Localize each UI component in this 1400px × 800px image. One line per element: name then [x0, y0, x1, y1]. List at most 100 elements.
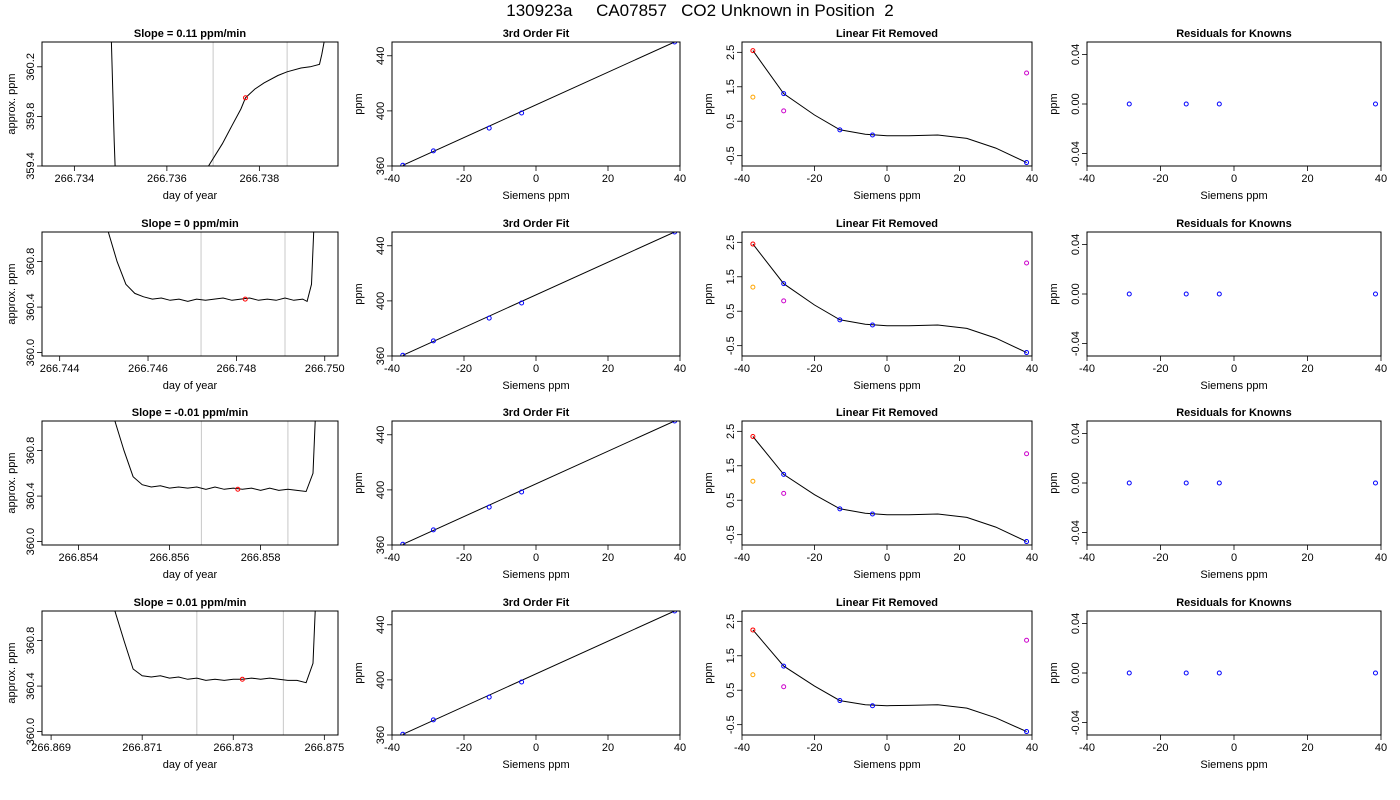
x-axis-label: day of year: [163, 759, 218, 771]
y-tick-label: 0.04: [1070, 613, 1082, 634]
x-tick-label: -20: [807, 742, 823, 754]
y-tick-label: 360: [375, 536, 387, 554]
plot-area: [750, 627, 1030, 735]
chart-panel-r4c4: Residuals for Knowns -40 -20 0 20 40 -0.04 0.00…: [1048, 597, 1387, 771]
mean-point: [243, 95, 248, 101]
y-tick-label: 360.0: [25, 718, 37, 746]
plot-frame: [391, 420, 681, 546]
x-tick-label: 20: [953, 363, 965, 375]
y-axis-label: ppm: [353, 472, 365, 493]
x-tick-label: 0: [1231, 173, 1237, 185]
x-axis-label: day of year: [163, 380, 218, 392]
data-point: [1216, 291, 1222, 297]
y-tick-label: 0.5: [725, 683, 737, 698]
chart-title: Linear Fit Removed: [836, 597, 938, 609]
y-tick-label: 400: [375, 671, 387, 689]
x-tick-label: 20: [953, 742, 965, 754]
chart-panel-r2c4: Residuals for Knowns -40 -20 0 20 40 -0.04 0.00…: [1048, 218, 1387, 392]
y-axis-label: approx. ppm: [6, 452, 18, 513]
x-axis-label: day of year: [163, 569, 218, 581]
page-title: 130923a CA07857 CO2 Unknown in Position …: [506, 1, 894, 20]
data-point: [1183, 101, 1189, 107]
unknown-point: [750, 478, 756, 484]
x-tick-label: 0: [884, 363, 890, 375]
data-point: [1183, 480, 1189, 486]
y-tick-label: 1.5: [725, 458, 737, 473]
y-tick-label: 2.5: [725, 235, 737, 250]
x-tick-label: 266.738: [239, 173, 279, 185]
chart-title: 3rd Order Fit: [503, 28, 570, 40]
data-point: [430, 717, 436, 723]
y-axis-label: ppm: [703, 472, 715, 493]
x-tick-label: 0: [1231, 552, 1237, 564]
mean-point: [239, 676, 245, 682]
plot-frame: [41, 420, 339, 546]
x-tick-label: 40: [1026, 742, 1038, 754]
chart-title: Residuals for Knowns: [1176, 28, 1292, 40]
y-tick-label: 0.04: [1070, 234, 1082, 255]
plot-frame: [391, 231, 681, 357]
unknown-point: [781, 490, 787, 496]
x-tick-label: -40: [384, 552, 400, 564]
plot-area: [110, 42, 325, 166]
chart-panel-r3c1: Slope = -0.01 ppm/min 266.854 266.856 266.8…: [6, 407, 339, 581]
x-tick-label: 20: [1301, 363, 1313, 375]
x-tick-label: -20: [807, 552, 823, 564]
plot-area: [750, 434, 1030, 545]
chart-title: Linear Fit Removed: [836, 407, 938, 419]
x-tick-label: -20: [456, 552, 472, 564]
plot-frame: [741, 420, 1033, 546]
chart-title: 3rd Order Fit: [503, 597, 570, 609]
y-tick-label: 400: [375, 481, 387, 499]
chart-panel-r2c3: Linear Fit Removed -40 -20 0 20 40 -0.5 0.5 1.5 2…: [703, 218, 1038, 392]
chart-panel-r1c1: Slope = 0.11 ppm/min 266.734 266.736 266.73…: [6, 28, 339, 202]
y-tick-label: 360: [375, 347, 387, 365]
plot-area: [750, 48, 1030, 166]
y-tick-label: 359.8: [25, 103, 37, 131]
data-point: [1372, 101, 1378, 107]
plot-frame: [741, 610, 1033, 736]
y-tick-label: -0.5: [725, 525, 737, 544]
fit-curve: [752, 50, 1027, 164]
x-tick-label: 0: [533, 552, 539, 564]
plot-frame: [391, 610, 681, 736]
y-axis-label: ppm: [353, 93, 365, 114]
x-tick-label: -40: [1079, 742, 1095, 754]
data-point: [400, 162, 406, 166]
chart-panel-r1c2: 3rd Order Fit -40 -20 0 20 40 360 400 440 Siemens…: [353, 28, 686, 202]
data-point: [837, 317, 843, 323]
chart-panel-r2c1: Slope = 0 ppm/min 266.744 266.746 266.748 26…: [6, 218, 345, 392]
x-tick-label: 0: [1231, 742, 1237, 754]
data-point: [1024, 160, 1030, 166]
x-tick-label: 266.744: [40, 363, 80, 375]
data-point: [519, 300, 525, 306]
unknown-point: [750, 284, 756, 290]
x-tick-label: 266.869: [31, 742, 71, 754]
x-tick-label: 266.746: [128, 363, 168, 375]
data-point: [870, 322, 875, 328]
x-axis-label: Siemens ppm: [502, 190, 569, 202]
data-point: [1216, 670, 1222, 676]
y-tick-label: 360.2: [25, 53, 37, 81]
chart-title: Linear Fit Removed: [836, 218, 938, 230]
x-axis-label: Siemens ppm: [1200, 759, 1267, 771]
data-point: [672, 611, 678, 614]
x-tick-label: 20: [953, 173, 965, 185]
chart-panel-r3c2: 3rd Order Fit -40 -20 0 20 40 360 400 440 Siemens…: [353, 407, 686, 581]
x-tick-label: -20: [1153, 173, 1169, 185]
chart-panel-r1c3: Linear Fit Removed -40 -20 0 20 40 -0.5 0.5 1.5 2…: [703, 28, 1038, 202]
x-tick-label: -40: [734, 552, 750, 564]
plot-area: [107, 232, 315, 356]
data-point: [837, 127, 843, 133]
x-tick-label: -20: [1153, 742, 1169, 754]
x-tick-label: 20: [953, 552, 965, 564]
unknown-point: [781, 108, 787, 114]
data-point: [486, 694, 492, 700]
unknown-point: [1024, 70, 1030, 76]
data-point: [1126, 291, 1132, 297]
plot-area: [1126, 480, 1378, 486]
y-tick-label: 1.5: [725, 269, 737, 284]
data-point: [1024, 539, 1030, 545]
plot-area: [1126, 101, 1378, 107]
